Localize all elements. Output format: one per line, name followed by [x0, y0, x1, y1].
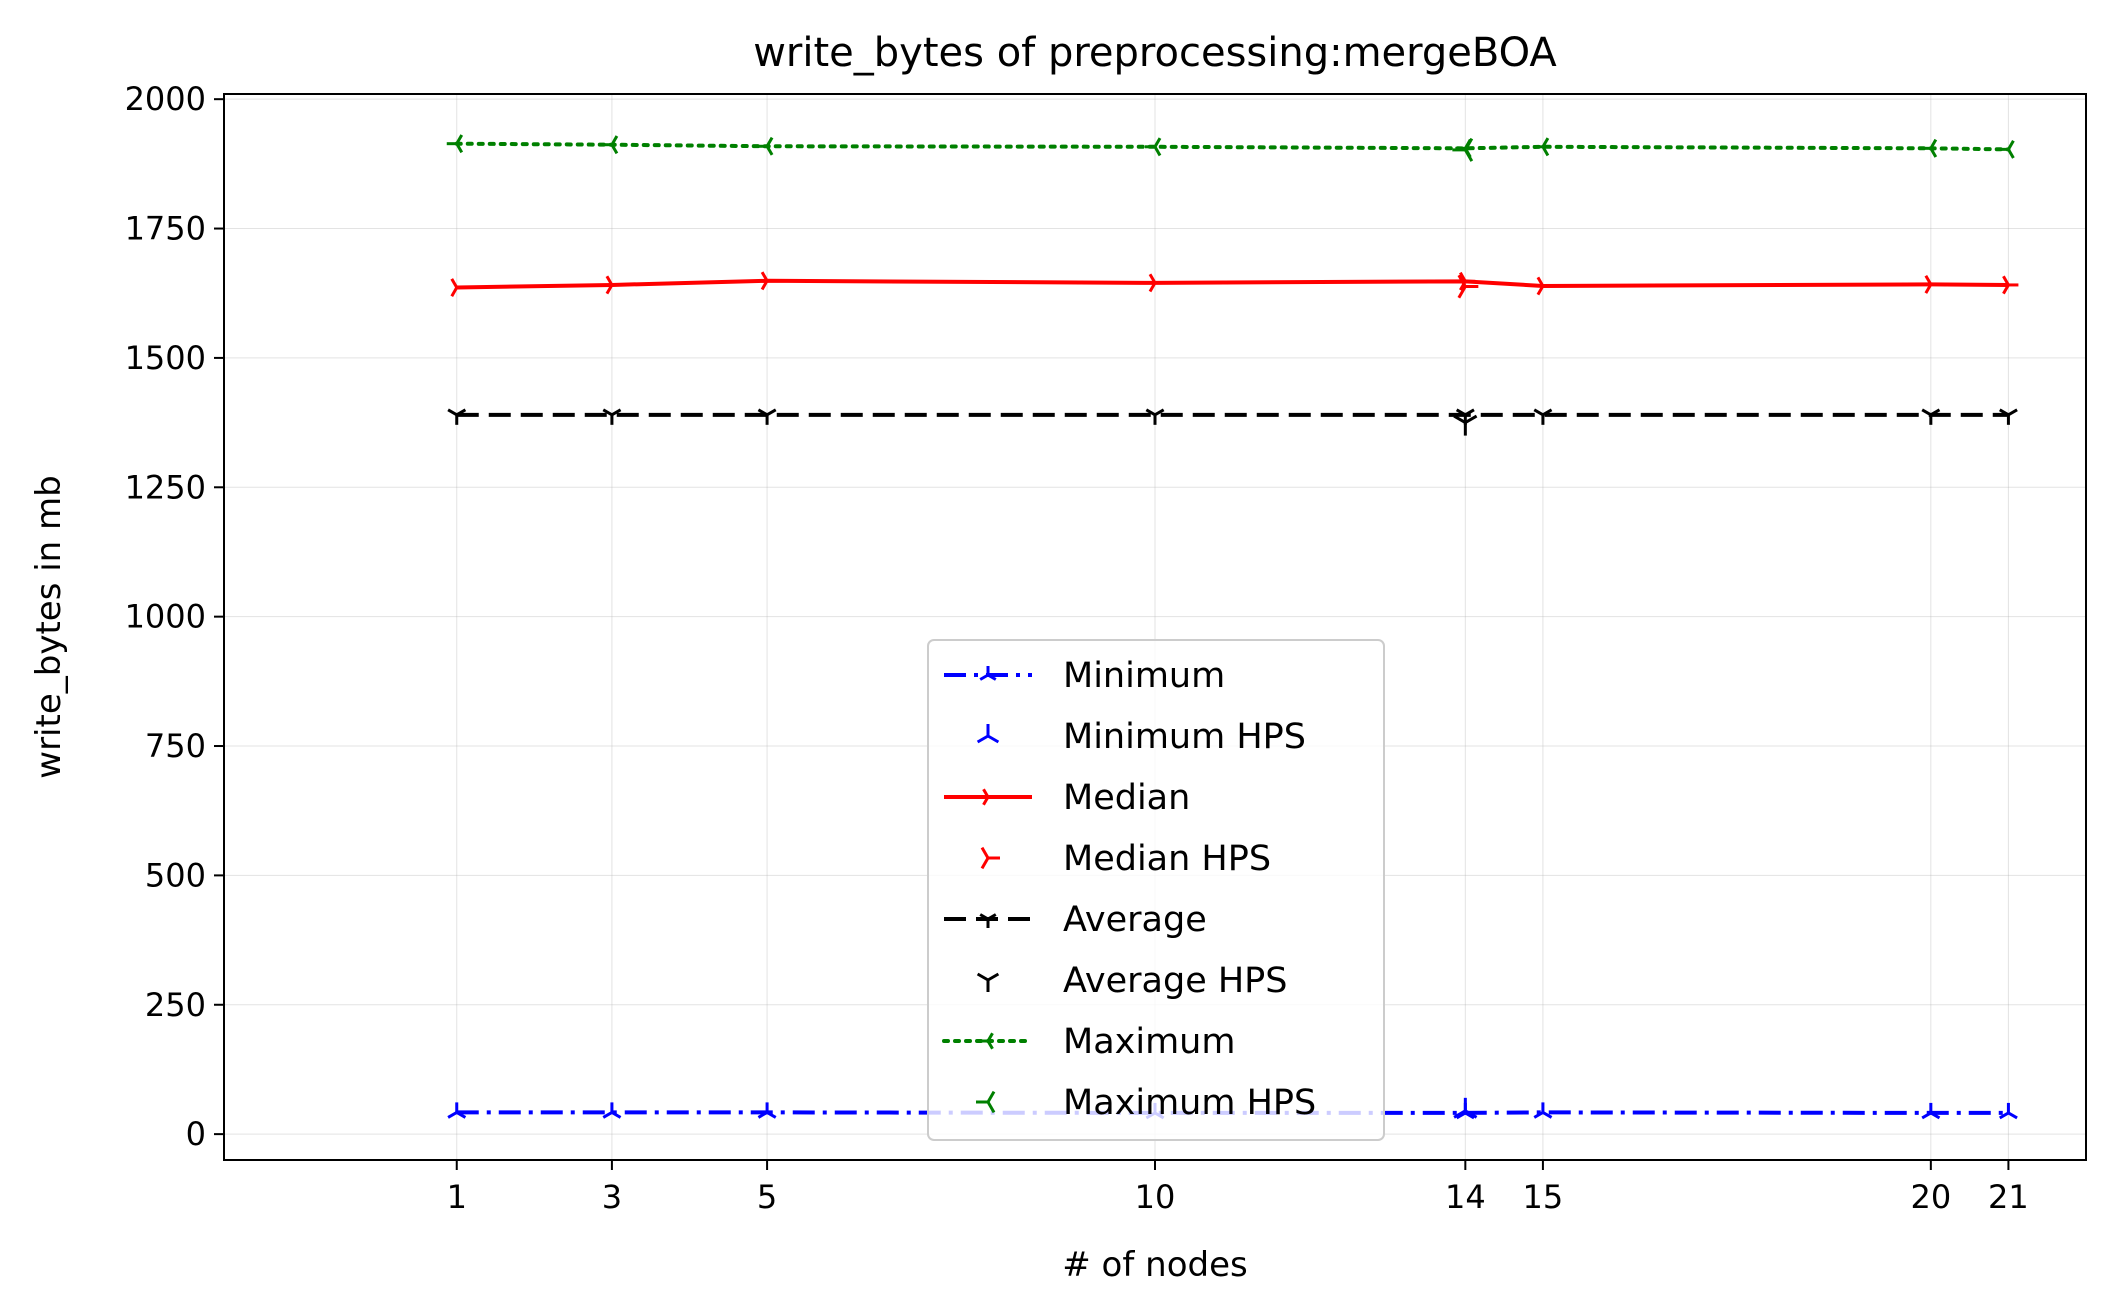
series-line — [454, 141, 2011, 152]
x-tick-label: 20 — [1910, 1178, 1951, 1216]
legend-entry: Median — [944, 778, 1190, 818]
legend-label: Minimum — [1063, 656, 1225, 696]
data-point — [1998, 139, 2015, 159]
legend-entry: Minimum HPS — [976, 717, 1306, 757]
data-point — [1999, 1102, 2018, 1120]
data-point — [605, 275, 622, 295]
data-point — [757, 1102, 777, 1119]
legend-marker — [979, 913, 997, 928]
y-tick-label: 1250 — [125, 468, 206, 506]
legend-marker — [979, 666, 997, 681]
data-point — [1148, 273, 1165, 293]
legend-entry: Maximum HPS — [976, 1083, 1316, 1123]
data-point — [2002, 275, 2019, 295]
data-point — [450, 278, 467, 297]
data-point — [1999, 408, 2018, 425]
series-line — [456, 278, 2009, 290]
data-point — [757, 408, 777, 425]
x-tick-label: 14 — [1445, 1178, 1486, 1216]
legend-entry: Minimum — [944, 656, 1225, 696]
series-average-hps — [1453, 414, 1478, 436]
legend-label: Minimum HPS — [1063, 717, 1306, 757]
data-point — [602, 1102, 622, 1119]
x-tick-label: 5 — [757, 1178, 777, 1216]
data-point — [447, 408, 467, 425]
series-average — [447, 408, 2018, 425]
y-axis-label: write_bytes in mb — [29, 475, 69, 778]
x-tick-label: 10 — [1135, 1178, 1176, 1216]
x-tick-label: 3 — [602, 1178, 622, 1216]
legend-marker — [980, 846, 1000, 870]
series-median — [450, 271, 2019, 297]
y-tick-label: 1000 — [125, 598, 206, 636]
y-tick-label: 0 — [186, 1115, 206, 1153]
data-point — [601, 135, 619, 155]
y-tick-label: 250 — [145, 986, 206, 1024]
data-point — [1921, 408, 1941, 425]
data-point — [760, 271, 778, 291]
legend-label: Average HPS — [1063, 961, 1288, 1001]
data-point — [1145, 408, 1165, 425]
legend-entry: Average HPS — [976, 961, 1288, 1001]
legend-marker — [976, 972, 1000, 992]
series-median-hps — [1457, 274, 1479, 299]
data-point — [1533, 408, 1553, 425]
legend-marker — [976, 724, 1000, 744]
data-point — [1145, 137, 1162, 157]
legend-entry: Average — [944, 900, 1207, 940]
data-point — [1452, 137, 1474, 162]
y-tick-label: 1750 — [125, 210, 206, 248]
data-point — [1532, 137, 1550, 157]
data-point — [1453, 414, 1478, 436]
data-point — [1924, 275, 1941, 294]
legend-marker — [976, 1090, 996, 1114]
y-tick-label: 1500 — [125, 339, 206, 377]
series-minimum-hps — [1453, 1097, 1478, 1119]
legend-label: Maximum HPS — [1063, 1083, 1316, 1123]
legend: Minimum Minimum HPS Median Median HPS Averag… — [927, 639, 1385, 1141]
data-point — [1920, 138, 1938, 158]
legend-label: Median — [1063, 778, 1190, 818]
data-point — [447, 1102, 467, 1119]
data-point — [1453, 1097, 1478, 1119]
y-tick-label: 500 — [145, 856, 206, 894]
legend-entry: Maximum — [942, 1022, 1235, 1062]
legend-marker — [982, 788, 997, 806]
legend-label: Maximum — [1063, 1022, 1235, 1062]
legend-box — [927, 639, 1385, 1141]
x-axis-label: # of nodes — [1062, 1245, 1247, 1285]
data-point — [1533, 1102, 1553, 1119]
legend-label: Average — [1063, 900, 1207, 940]
data-point — [446, 134, 464, 154]
data-point — [757, 136, 774, 156]
data-point — [602, 408, 622, 425]
data-point — [1921, 1102, 1941, 1120]
data-point — [1457, 274, 1479, 299]
legend-label: Median HPS — [1063, 839, 1271, 879]
x-tick-label: 15 — [1523, 1178, 1564, 1216]
legend-marker — [979, 1032, 994, 1050]
x-tick-label: 1 — [447, 1178, 467, 1216]
legend-entry: Median HPS — [980, 839, 1271, 879]
y-tick-label: 750 — [145, 727, 206, 765]
chart-title: write_bytes of preprocessing:mergeBOA — [753, 30, 1557, 76]
x-tick-label: 21 — [1988, 1178, 2029, 1216]
series-maximum-hps — [1452, 137, 1474, 162]
y-tick-label: 2000 — [125, 80, 206, 118]
data-point — [1536, 276, 1553, 296]
axis-ticks: 1 3 5 10 14 15 20 21 0 250 500 750 1000 1250 1500 1750 2… — [125, 80, 2029, 1216]
